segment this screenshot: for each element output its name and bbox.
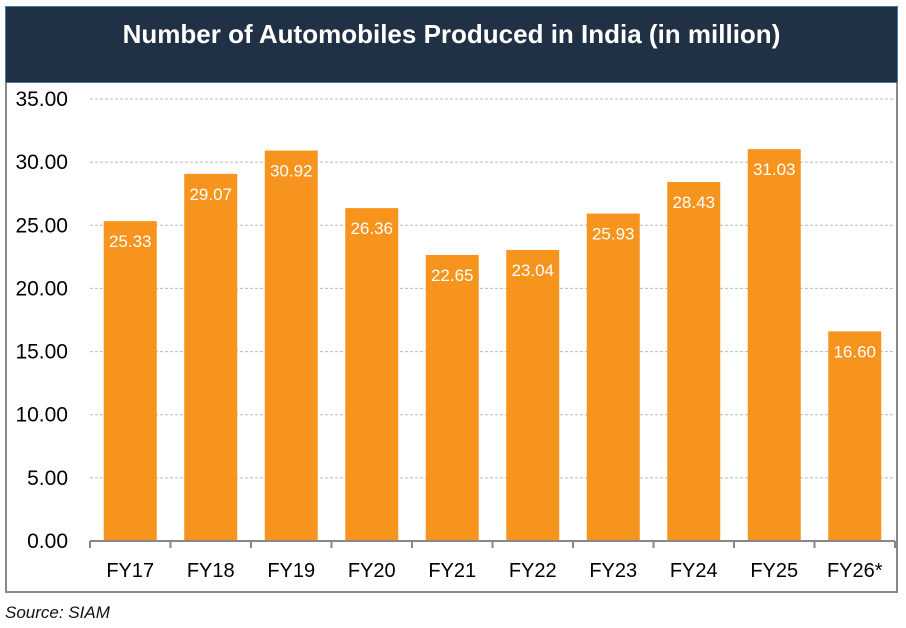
bar [828,331,882,541]
bar [747,149,801,541]
y-tick-label: 35.00 [15,88,68,111]
chart-title: Number of Automobiles Produced in India … [5,6,898,83]
x-tick-label: FY26* [827,560,883,582]
y-tick-label: 10.00 [15,404,68,427]
x-tick-label: FY20 [348,560,396,582]
data-label: 29.07 [189,185,232,204]
bar [425,254,479,541]
x-tick-label: FY18 [187,560,235,582]
bar [184,173,238,541]
x-tick-label: FY23 [589,560,637,582]
x-tick-label: FY21 [428,560,476,582]
data-label: 31.03 [753,160,796,179]
bar [103,221,157,541]
bar [264,150,318,541]
data-label: 30.92 [270,162,313,181]
x-tick-label: FY22 [509,560,557,582]
y-tick-label: 0.00 [27,530,68,553]
data-label: 23.04 [511,261,554,280]
bar [345,208,399,542]
data-label: 26.36 [350,219,393,238]
y-tick-label: 30.00 [15,151,68,174]
x-tick-label: FY24 [670,560,718,582]
chart-frame [5,6,898,593]
bar [586,213,640,541]
data-label: 16.60 [833,342,876,361]
bar [506,250,560,541]
source-note: Source: SIAM [5,603,110,622]
bar [667,181,721,541]
data-label: 28.43 [672,193,715,212]
data-label: 25.93 [592,225,635,244]
y-tick-label: 25.00 [15,214,68,237]
x-tick-label: FY25 [750,560,798,582]
y-tick-label: 20.00 [15,277,68,300]
x-tick-label: FY17 [106,560,154,582]
y-tick-label: 15.00 [15,341,68,364]
y-tick-label: 5.00 [27,467,68,490]
data-label: 25.33 [109,232,152,251]
x-tick-label: FY19 [267,560,315,582]
data-label: 22.65 [431,266,474,285]
